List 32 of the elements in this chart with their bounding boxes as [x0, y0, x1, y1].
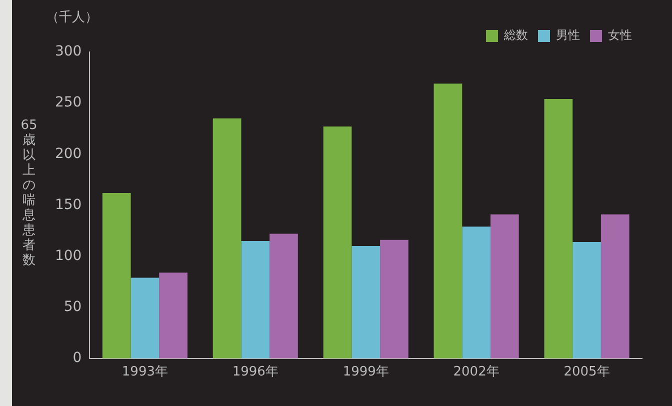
bar	[212, 118, 242, 358]
bar	[130, 278, 160, 358]
bar	[102, 192, 131, 358]
y-tick-label: 50	[64, 298, 82, 315]
bar	[600, 214, 630, 358]
legend-label: 男性	[556, 28, 580, 42]
y-tick-label: 150	[54, 196, 82, 213]
bar	[270, 234, 298, 358]
x-tick-label: 1993年	[122, 364, 168, 380]
bar	[323, 126, 352, 358]
legend-label: 女性	[608, 28, 632, 42]
bar	[462, 226, 490, 358]
legend-label: 総数	[503, 28, 528, 42]
y-tick-label: 0	[72, 350, 82, 366]
bar	[380, 240, 408, 358]
x-tick-label: 1999年	[342, 364, 389, 380]
text: （千人）	[46, 9, 98, 26]
bar	[572, 242, 601, 358]
text: 65歳以上の喘息患者数	[20, 118, 38, 268]
x-tick-label: 2005年	[564, 364, 610, 380]
bar	[490, 214, 519, 358]
bar	[241, 240, 270, 358]
y-tick-label: 100	[54, 248, 82, 264]
y-tick-label: 300	[54, 44, 82, 60]
bar	[159, 272, 188, 358]
y-tick-label: 250	[54, 94, 82, 111]
y-tick-label: 200	[54, 146, 82, 162]
bar	[352, 246, 380, 358]
x-tick-label: 1996年	[232, 364, 278, 380]
bar	[434, 84, 462, 358]
x-tick-label: 2002年	[453, 364, 500, 380]
bar	[544, 98, 573, 358]
